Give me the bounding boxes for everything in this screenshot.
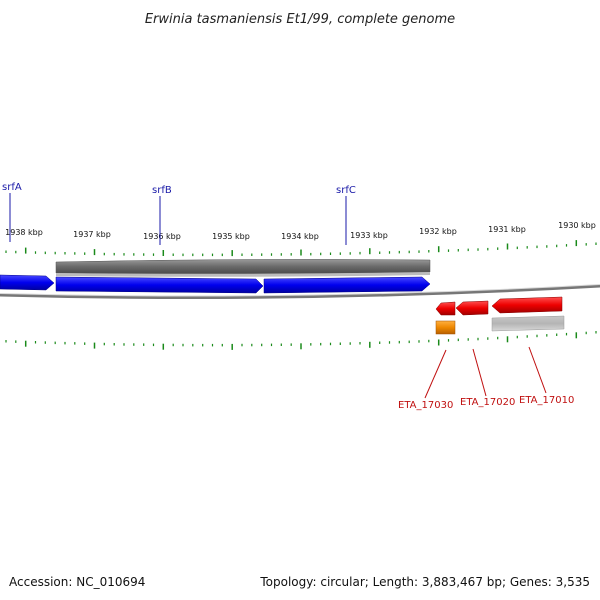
gene-ETA_17010[interactable] [491,296,563,314]
rna-feature [435,320,456,335]
gene-srfA[interactable] [0,274,55,291]
gene-ETA_17020[interactable] [455,300,489,316]
forward-genes [0,274,431,294]
scale-labels: 1938 kbp 1937 kbp 1936 kbp 1935 kbp 1934… [5,221,596,241]
genome-backbone-highlight [0,284,600,297]
cds-feature-band [55,259,431,275]
leader-ETA_17010 [528,346,547,394]
scale-label-1937: 1937 kbp [73,230,111,239]
scale-label-1931: 1931 kbp [488,225,526,234]
genome-summary-text: Topology: circular; Length: 3,883,467 bp… [259,575,590,589]
scale-label-1938: 1938 kbp [5,228,43,237]
scale-label-1936: 1936 kbp [143,232,181,241]
label-srfA[interactable]: srfA [2,182,22,193]
tick-row-upper [5,240,597,257]
scale-label-1934: 1934 kbp [281,232,319,241]
reverse-genes [435,296,563,316]
page-title: Erwinia tasmaniensis Et1/99, complete ge… [145,12,455,27]
genome-backbone [0,284,600,300]
scale-label-1930: 1930 kbp [558,221,596,230]
label-srfC[interactable]: srfC [336,185,356,196]
leader-ETA_17030 [424,349,447,399]
gene-ETA_17030[interactable] [435,301,456,316]
cds-feature-band-shadow [56,272,430,277]
top-label-leaders [9,193,347,245]
tick-row-lower [5,331,597,350]
scale-label-1933: 1933 kbp [350,231,388,240]
leader-ETA_17020 [472,348,487,397]
label-ETA_17030[interactable]: ETA_17030 [398,400,453,411]
label-ETA_17020[interactable]: ETA_17020 [460,397,515,408]
cds-feature-band-lower [491,315,565,332]
gene-srfB[interactable] [55,276,264,294]
label-srfB[interactable]: srfB [152,185,172,196]
gene-srfC[interactable] [263,276,431,294]
label-ETA_17010[interactable]: ETA_17010 [519,395,574,406]
accession-text: Accession: NC_010694 [9,575,145,589]
scale-label-1935: 1935 kbp [212,232,250,241]
scale-label-1932: 1932 kbp [419,227,457,236]
bottom-label-leaders [424,346,547,399]
